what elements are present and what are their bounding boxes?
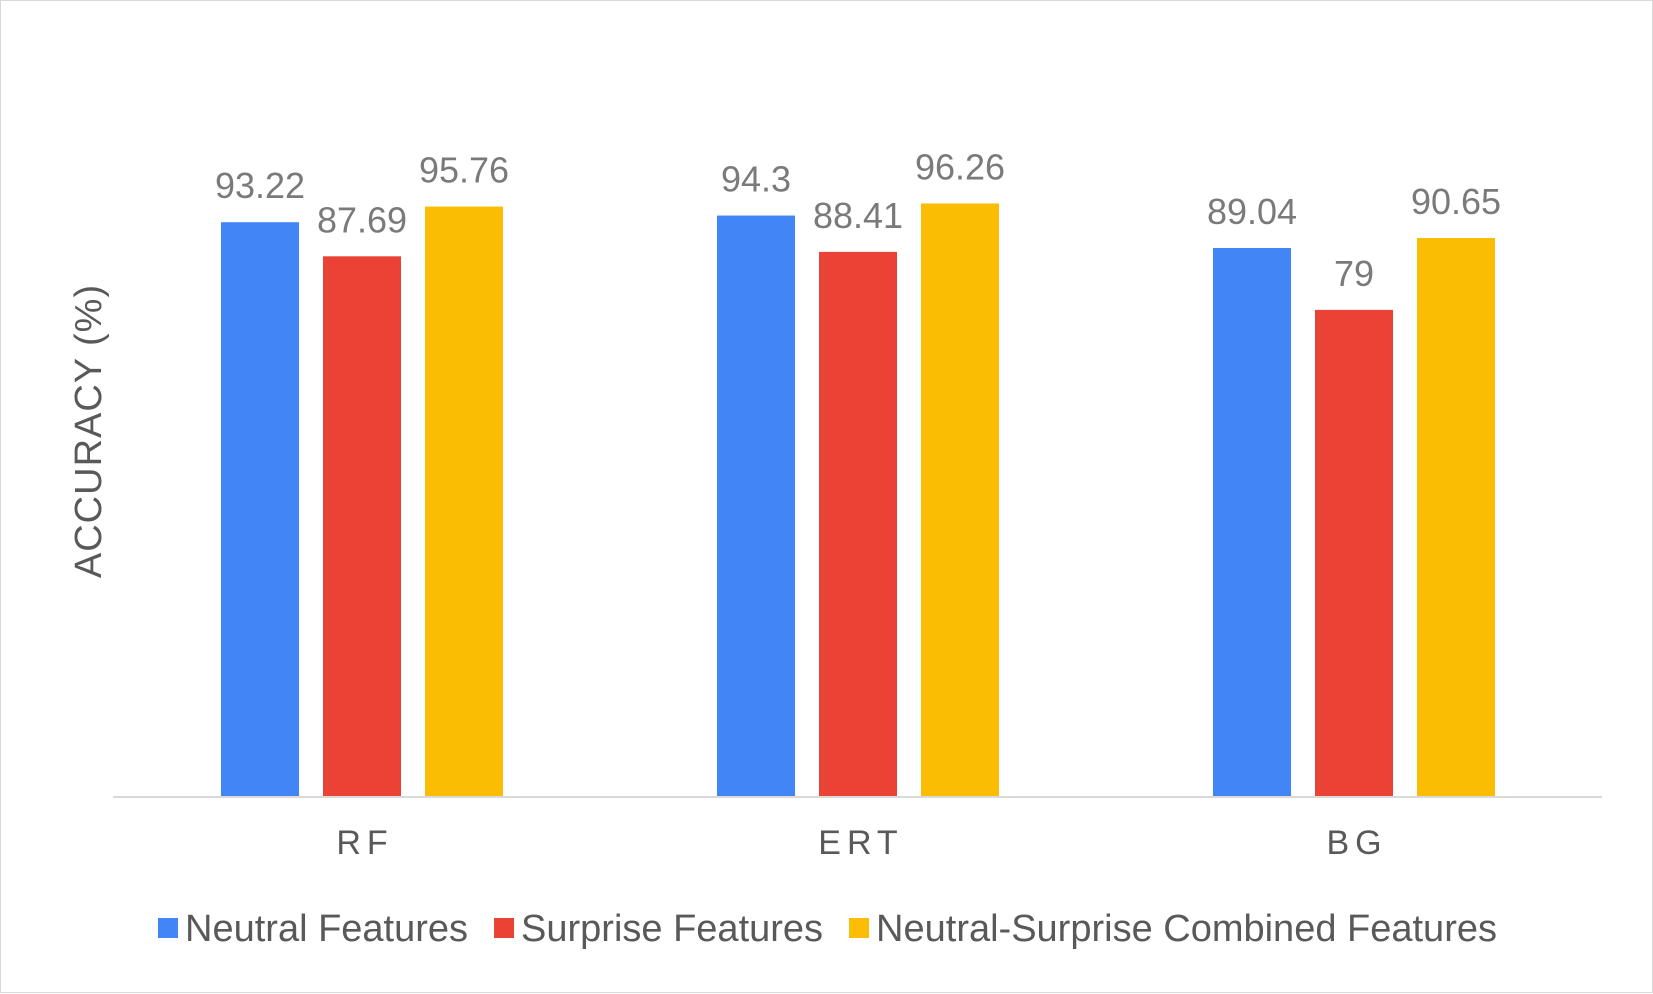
data-label-ert-series-1: 94.3 xyxy=(721,159,791,200)
data-label-ert-series-2: 88.41 xyxy=(813,195,903,236)
legend-swatch-series-2 xyxy=(494,918,515,938)
x-tick-label-rf: RF xyxy=(336,824,393,862)
bar-bg-series-3 xyxy=(1417,238,1495,797)
data-label-rf-series-1: 93.22 xyxy=(215,165,305,206)
data-label-rf-series-2: 87.69 xyxy=(317,199,407,240)
legend-swatch-series-3 xyxy=(849,918,870,938)
bars-layer xyxy=(221,203,1495,798)
bar-rf-series-3 xyxy=(425,206,503,798)
data-label-bg-series-3: 90.65 xyxy=(1411,181,1501,222)
bar-ert-series-3 xyxy=(921,203,999,798)
data-label-rf-series-3: 95.76 xyxy=(419,150,509,191)
bar-rf-series-1 xyxy=(221,222,299,798)
data-labels-layer: 93.22 87.69 95.76 94.3 88.41 96.26 89.04 79 90.6… xyxy=(215,146,1501,293)
bar-bg-series-2 xyxy=(1315,309,1393,797)
x-tick-labels: RF ERT BG xyxy=(336,824,1387,862)
legend-label-series-2: Surprise Features xyxy=(521,908,823,950)
bar-ert-series-2 xyxy=(819,251,897,797)
x-tick-label-ert: ERT xyxy=(818,824,903,862)
legend-label-series-1: Neutral Features xyxy=(185,908,468,950)
legend-label-series-3: Neutral-Surprise Combined Features xyxy=(876,908,1497,950)
data-label-bg-series-1: 89.04 xyxy=(1207,191,1297,232)
legend: Neutral Features Surprise Features Neutral… xyxy=(158,908,1497,950)
data-label-bg-series-2: 79 xyxy=(1334,253,1374,294)
legend-swatch-series-1 xyxy=(158,918,179,938)
y-axis-title: ACCURACY (%) xyxy=(68,284,110,578)
bar-bg-series-1 xyxy=(1213,247,1291,797)
data-label-ert-series-3: 96.26 xyxy=(915,146,1005,187)
bar-ert-series-1 xyxy=(717,215,795,797)
bar-rf-series-2 xyxy=(323,256,401,797)
x-tick-label-bg: BG xyxy=(1326,824,1387,862)
